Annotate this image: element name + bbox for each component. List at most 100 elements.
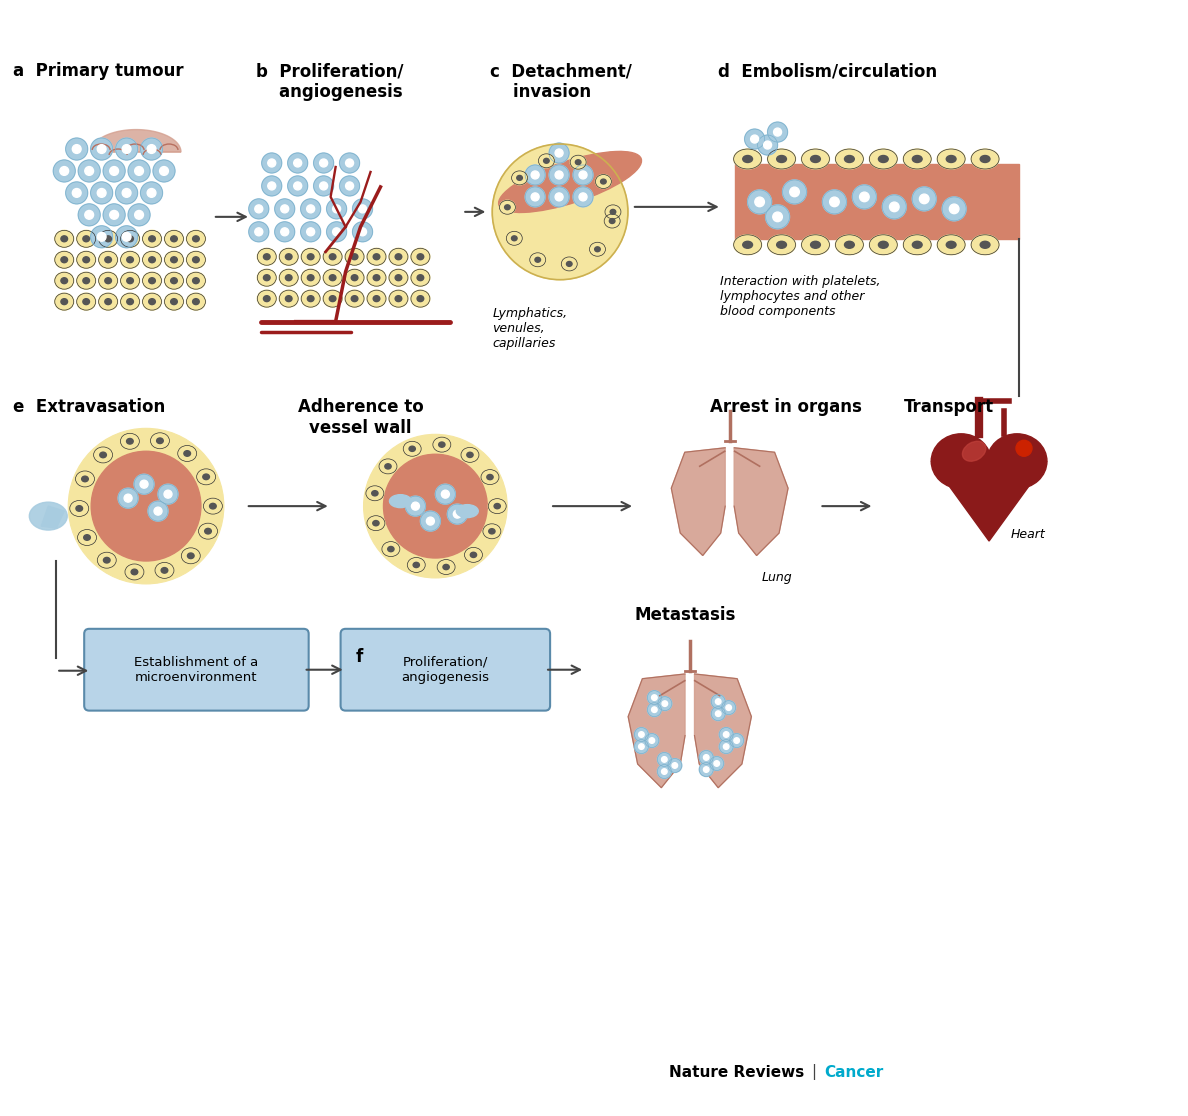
Ellipse shape (352, 296, 358, 301)
Ellipse shape (734, 150, 762, 169)
Ellipse shape (323, 269, 342, 286)
Ellipse shape (187, 272, 206, 289)
Circle shape (714, 761, 720, 767)
Text: Metastasis: Metastasis (634, 606, 737, 624)
Ellipse shape (209, 503, 216, 509)
Circle shape (128, 204, 150, 225)
Ellipse shape (482, 523, 501, 539)
Circle shape (359, 228, 367, 235)
Ellipse shape (99, 294, 118, 310)
Circle shape (103, 160, 125, 182)
Circle shape (912, 186, 936, 211)
Circle shape (715, 711, 721, 716)
Ellipse shape (192, 257, 200, 262)
Circle shape (949, 204, 959, 213)
Ellipse shape (605, 214, 620, 228)
Circle shape (726, 705, 732, 711)
Circle shape (647, 703, 662, 716)
Circle shape (442, 490, 449, 498)
Circle shape (90, 182, 113, 204)
Circle shape (103, 204, 125, 225)
Ellipse shape (83, 535, 90, 540)
Circle shape (164, 490, 172, 498)
Ellipse shape (845, 155, 854, 163)
Ellipse shape (264, 275, 270, 280)
Text: |: | (811, 1064, 816, 1079)
Ellipse shape (411, 290, 430, 307)
Circle shape (248, 222, 268, 242)
Circle shape (109, 211, 119, 219)
Ellipse shape (164, 294, 183, 310)
Ellipse shape (403, 441, 422, 456)
Ellipse shape (308, 296, 314, 301)
Ellipse shape (595, 174, 612, 189)
Ellipse shape (499, 200, 516, 214)
Circle shape (645, 733, 659, 748)
Ellipse shape (154, 562, 173, 578)
Circle shape (715, 699, 721, 704)
Ellipse shape (204, 528, 211, 533)
Circle shape (353, 222, 373, 242)
Circle shape (154, 507, 162, 516)
Circle shape (333, 205, 341, 213)
Ellipse shape (97, 552, 116, 568)
Circle shape (159, 166, 169, 175)
Circle shape (72, 189, 81, 198)
Ellipse shape (188, 554, 194, 559)
Circle shape (84, 166, 94, 175)
Ellipse shape (55, 251, 74, 268)
Ellipse shape (99, 251, 118, 268)
Circle shape (783, 180, 807, 204)
Circle shape (134, 474, 154, 494)
Ellipse shape (438, 442, 446, 448)
Circle shape (109, 166, 119, 175)
Circle shape (248, 199, 268, 219)
Text: Transport: Transport (904, 398, 994, 416)
Circle shape (773, 128, 782, 136)
FancyBboxPatch shape (84, 628, 309, 711)
Ellipse shape (99, 230, 118, 248)
Ellipse shape (258, 290, 277, 307)
Ellipse shape (203, 498, 222, 514)
Circle shape (122, 189, 131, 198)
Ellipse shape (379, 459, 397, 474)
Ellipse shape (323, 290, 342, 307)
Text: Proliferation/
angiogenesis: Proliferation/ angiogenesis (402, 656, 489, 684)
Circle shape (307, 205, 315, 213)
Ellipse shape (323, 248, 342, 266)
Ellipse shape (285, 253, 292, 260)
Circle shape (721, 701, 735, 714)
Circle shape (531, 171, 539, 179)
Ellipse shape (396, 275, 402, 280)
Circle shape (91, 451, 201, 561)
Ellipse shape (870, 150, 897, 169)
Circle shape (287, 176, 308, 196)
Ellipse shape (148, 299, 156, 305)
Ellipse shape (203, 474, 209, 480)
Ellipse shape (77, 294, 96, 310)
Ellipse shape (505, 205, 510, 210)
Circle shape (662, 701, 668, 706)
Circle shape (709, 757, 723, 770)
Ellipse shape (61, 278, 68, 283)
Ellipse shape (530, 253, 545, 267)
Ellipse shape (184, 451, 190, 456)
Ellipse shape (609, 219, 615, 223)
Circle shape (555, 150, 563, 157)
Circle shape (314, 153, 334, 173)
Circle shape (122, 145, 131, 153)
Circle shape (634, 728, 649, 741)
Ellipse shape (192, 278, 200, 283)
Circle shape (719, 740, 733, 753)
Circle shape (147, 189, 156, 198)
Ellipse shape (388, 290, 407, 307)
Ellipse shape (870, 234, 897, 254)
Circle shape (651, 695, 657, 701)
Ellipse shape (367, 269, 386, 286)
Circle shape (97, 232, 106, 241)
Ellipse shape (77, 529, 96, 546)
Ellipse shape (835, 234, 864, 254)
Circle shape (700, 750, 713, 764)
Ellipse shape (127, 299, 133, 305)
Ellipse shape (105, 299, 112, 305)
